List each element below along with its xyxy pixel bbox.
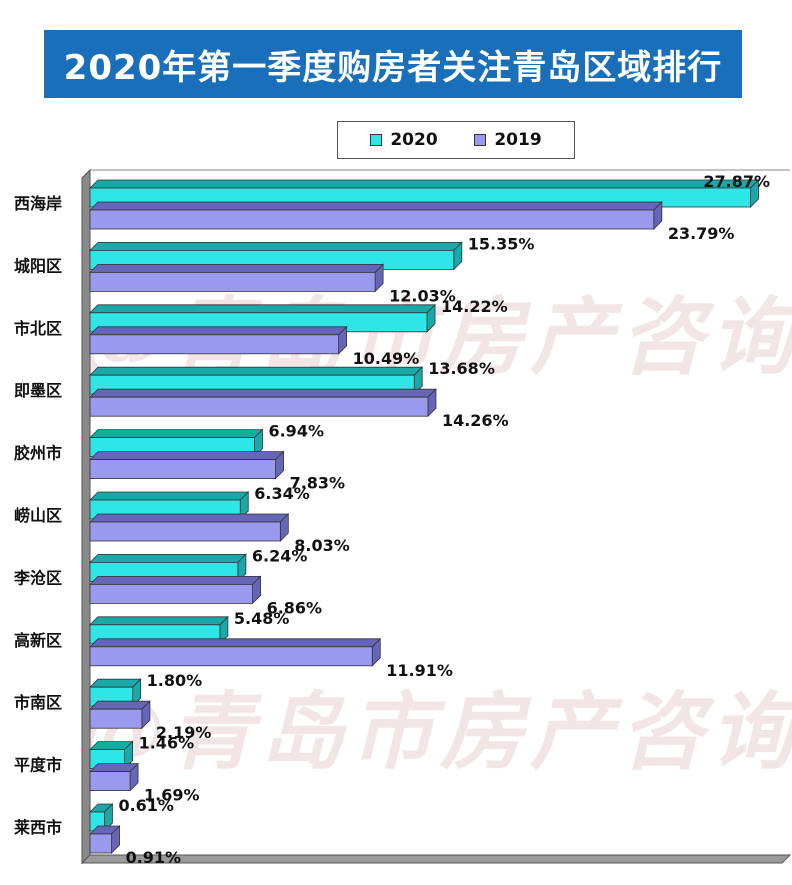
legend-item-2019: 2019 — [474, 130, 542, 150]
data-label-2019: 10.49% — [353, 349, 420, 368]
title-banner: 2020年第一季度购房者关注青岛区域排行 — [44, 30, 742, 98]
category-label: 市南区 — [14, 693, 62, 712]
legend-label-2020: 2020 — [390, 130, 438, 150]
category-label: 高新区 — [14, 631, 62, 650]
data-label-2019: 11.91% — [386, 661, 453, 680]
data-label-2020: 1.80% — [147, 671, 203, 690]
data-label-2020: 6.94% — [268, 422, 324, 441]
bar-top-2020 — [89, 366, 424, 376]
data-label-2020: 14.22% — [441, 297, 508, 316]
category-label: 市北区 — [14, 319, 62, 338]
category-label: 李沧区 — [13, 568, 62, 587]
bar-top-2019 — [89, 576, 262, 585]
data-label-2019: 8.03% — [294, 536, 350, 555]
category-label: 胶州市 — [14, 444, 62, 463]
chart-title: 2020年第一季度购房者关注青岛区域排行 — [63, 47, 723, 88]
data-label-2020: 27.87% — [703, 172, 770, 191]
bar-2019 — [89, 646, 373, 667]
legend: 2020 2019 — [337, 121, 575, 159]
axis-wall — [81, 168, 91, 865]
bar-2019 — [89, 459, 276, 480]
bar-2019 — [89, 334, 340, 355]
bar-top-2020 — [89, 179, 760, 189]
bar-top-2019 — [89, 638, 382, 648]
bar-top-2020 — [89, 491, 250, 501]
category-label: 莱西市 — [14, 818, 62, 837]
bar-2019 — [89, 521, 281, 542]
data-label-2019: 7.83% — [290, 474, 346, 493]
bar-2019 — [89, 833, 112, 854]
data-label-2019: 6.86% — [267, 598, 323, 617]
bar-2019 — [89, 271, 376, 292]
data-label-2019: 14.26% — [442, 411, 509, 430]
bar-2019 — [89, 209, 655, 230]
data-label-2020: 6.24% — [252, 546, 308, 565]
bar-top-2019 — [89, 201, 663, 211]
bar-top-2019 — [89, 263, 385, 273]
category-label: 城阳区 — [14, 256, 62, 275]
data-label-2019: 1.69% — [144, 786, 200, 805]
category-label: 平度市 — [14, 756, 62, 775]
bar-2019 — [89, 396, 429, 417]
axis-floor — [80, 854, 792, 864]
data-label-2020: 15.35% — [468, 234, 535, 253]
bar-top-2019 — [89, 326, 348, 336]
legend-swatch-2019 — [474, 134, 487, 146]
bar-2019 — [89, 771, 131, 791]
bar-top-2019 — [89, 451, 285, 461]
data-label-2020: 0.61% — [118, 796, 174, 815]
bar-top-2020 — [89, 304, 436, 314]
bar-2019 — [89, 708, 143, 729]
data-label-2019: 23.79% — [668, 224, 735, 243]
legend-item-2020: 2020 — [370, 130, 438, 150]
data-label-2020: 1.46% — [139, 734, 195, 753]
bar-top-2020 — [89, 554, 247, 563]
bar-top-2019 — [89, 388, 437, 398]
category-label: 西海岸 — [14, 194, 62, 213]
bar-top-2019 — [89, 700, 151, 710]
category-label: 崂山区 — [14, 506, 62, 525]
bar-top-2020 — [89, 616, 229, 626]
data-label-2019: 2.19% — [156, 723, 212, 742]
bar-top-2020 — [89, 429, 264, 439]
category-label: 即墨区 — [14, 381, 62, 400]
data-label-2019: 0.91% — [126, 848, 182, 867]
bar-top-2019 — [89, 513, 290, 523]
bar-2019 — [89, 584, 253, 604]
data-label-2020: 13.68% — [428, 359, 495, 378]
data-label-2020: 5.48% — [234, 609, 290, 628]
bar-top-2020 — [89, 678, 142, 688]
legend-swatch-2020 — [370, 134, 383, 146]
bar-top-2020 — [89, 241, 463, 251]
data-label-2019: 12.03% — [389, 286, 456, 305]
data-label-2020: 6.34% — [254, 484, 310, 503]
legend-label-2019: 2019 — [494, 130, 542, 150]
